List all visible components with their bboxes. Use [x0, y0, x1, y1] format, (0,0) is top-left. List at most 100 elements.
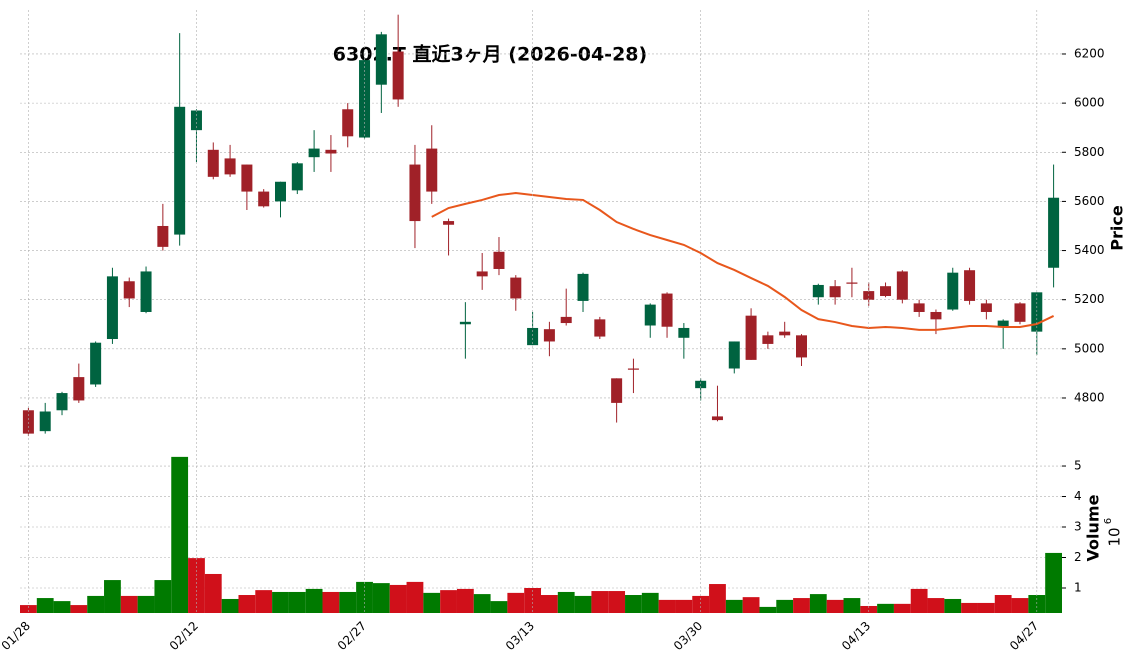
y-tick-label: 2	[1074, 550, 1082, 564]
volume-bar	[759, 606, 777, 613]
volume-bar	[641, 592, 659, 613]
candle-body	[426, 148, 438, 192]
offset-exponent: 6	[1103, 518, 1114, 524]
volume-bar	[36, 598, 54, 613]
volume-bar	[860, 605, 878, 613]
y-tick-label: 4	[1074, 489, 1082, 503]
moving-average	[431, 192, 1055, 331]
y-axis-label: Volume	[1084, 494, 1103, 561]
candle-body	[190, 110, 202, 131]
candle-body	[678, 327, 690, 338]
volume-bar	[372, 583, 390, 613]
candle-body	[711, 416, 723, 421]
candle-body	[661, 293, 673, 327]
candle-body	[73, 377, 85, 401]
volume-bar	[70, 605, 88, 613]
candle-body	[510, 277, 522, 299]
volume-bar	[272, 591, 289, 613]
candle-body	[829, 286, 841, 298]
volume-bar	[238, 595, 256, 613]
volume-bar	[305, 588, 323, 613]
volume-bar	[776, 599, 794, 613]
x-tick-label: 02/12	[167, 619, 201, 653]
x-tick-label: 03/13	[503, 619, 537, 653]
candle-body	[308, 148, 320, 158]
volume-bar	[406, 581, 424, 613]
candle-body	[543, 329, 555, 342]
volume-bar	[927, 598, 945, 613]
volume-bar	[977, 602, 995, 613]
volume-bar	[1028, 595, 1046, 613]
volume-bar	[87, 595, 105, 613]
y-tick-label: 5200	[1074, 292, 1105, 306]
y-tick-label: 5	[1074, 459, 1082, 473]
volume-bar	[709, 584, 726, 613]
volume-bar	[356, 581, 373, 613]
candle-body	[611, 378, 623, 403]
volume-bar	[204, 573, 222, 613]
x-tick-label: 04/27	[1007, 619, 1041, 653]
volume-bar	[843, 598, 861, 613]
volume-bar	[171, 456, 189, 613]
volume-bar	[625, 595, 642, 613]
candle-body	[1048, 197, 1060, 268]
volume-bar	[591, 591, 609, 613]
candle-body	[880, 286, 892, 297]
candle-body	[258, 191, 270, 207]
candle-body	[56, 393, 68, 411]
candle-body	[123, 281, 135, 299]
candle-body	[157, 225, 169, 247]
candle-body	[140, 271, 152, 312]
candle-body	[39, 411, 51, 432]
volume-bar	[742, 597, 760, 613]
candle-body	[241, 164, 253, 192]
candle-body	[964, 270, 976, 301]
volume-bar	[675, 599, 693, 613]
x-tick-label: 03/30	[671, 619, 705, 653]
volume-bar	[910, 588, 928, 613]
candle-body	[980, 303, 992, 312]
candle-body	[577, 273, 589, 301]
volume-bar	[1045, 552, 1062, 613]
volume-bar	[692, 595, 710, 613]
candle-body	[443, 221, 455, 225]
candle-body	[224, 158, 236, 175]
volume-bar	[322, 591, 340, 613]
y-tick-label: 6200	[1074, 46, 1105, 60]
candle-body	[409, 164, 421, 222]
volume-bar	[104, 580, 121, 613]
candle-body	[174, 106, 186, 235]
candle-body	[762, 335, 774, 344]
volume-bar	[557, 591, 575, 613]
candle-body	[342, 109, 354, 137]
candle-body	[644, 304, 656, 326]
volume-bar	[423, 592, 441, 613]
candle-body	[392, 51, 404, 100]
candle-body	[947, 272, 959, 310]
candle-body	[291, 163, 303, 191]
candle-body	[930, 311, 942, 320]
candle-body	[913, 303, 925, 312]
y-tick-label: 3	[1074, 520, 1082, 534]
candle-body	[779, 331, 791, 336]
candle-body	[493, 251, 505, 269]
volume-bar	[188, 558, 205, 613]
candle-body	[90, 342, 102, 385]
candle-body	[207, 149, 219, 177]
volume-bar	[288, 591, 306, 613]
volume-bar	[507, 592, 525, 613]
candle-body	[476, 271, 488, 277]
volume-bar	[1011, 598, 1029, 613]
y-tick-label: 5000	[1074, 341, 1105, 355]
candle-body	[325, 149, 337, 154]
candle-body	[459, 321, 471, 325]
candle-body	[22, 410, 34, 434]
volume-bar	[877, 603, 894, 613]
volume-bar	[541, 595, 558, 613]
candle-body	[695, 380, 707, 389]
offset-base: 10	[1106, 527, 1124, 546]
volume-bar	[490, 601, 508, 613]
volume-bar	[120, 595, 138, 613]
y-tick-label: 5800	[1074, 145, 1105, 159]
